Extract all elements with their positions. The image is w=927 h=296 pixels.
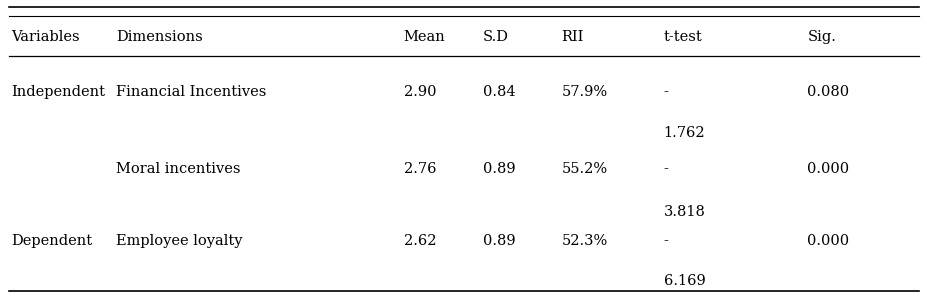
Text: Employee loyalty: Employee loyalty xyxy=(116,234,242,248)
Text: Dimensions: Dimensions xyxy=(116,30,202,44)
Text: 0.080: 0.080 xyxy=(806,85,848,99)
Text: 2.90: 2.90 xyxy=(403,85,436,99)
Text: S.D: S.D xyxy=(482,30,508,44)
Text: 52.3%: 52.3% xyxy=(561,234,607,248)
Text: 0.000: 0.000 xyxy=(806,234,848,248)
Text: Independent: Independent xyxy=(11,85,105,99)
Text: 0.89: 0.89 xyxy=(482,162,514,176)
Text: Sig.: Sig. xyxy=(806,30,835,44)
Text: -: - xyxy=(663,234,667,248)
Text: 0.84: 0.84 xyxy=(482,85,514,99)
Text: Moral incentives: Moral incentives xyxy=(116,162,240,176)
Text: 6.169: 6.169 xyxy=(663,274,705,288)
Text: Variables: Variables xyxy=(11,30,80,44)
Text: 57.9%: 57.9% xyxy=(561,85,607,99)
Text: 3.818: 3.818 xyxy=(663,205,705,219)
Text: 1.762: 1.762 xyxy=(663,126,705,140)
Text: 2.76: 2.76 xyxy=(403,162,436,176)
Text: -: - xyxy=(663,162,667,176)
Text: 0.000: 0.000 xyxy=(806,162,848,176)
Text: Dependent: Dependent xyxy=(11,234,92,248)
Text: RII: RII xyxy=(561,30,583,44)
Text: 55.2%: 55.2% xyxy=(561,162,607,176)
Text: t-test: t-test xyxy=(663,30,702,44)
Text: Financial Incentives: Financial Incentives xyxy=(116,85,266,99)
Text: Mean: Mean xyxy=(403,30,445,44)
Text: -: - xyxy=(663,85,667,99)
Text: 0.89: 0.89 xyxy=(482,234,514,248)
Text: 2.62: 2.62 xyxy=(403,234,436,248)
